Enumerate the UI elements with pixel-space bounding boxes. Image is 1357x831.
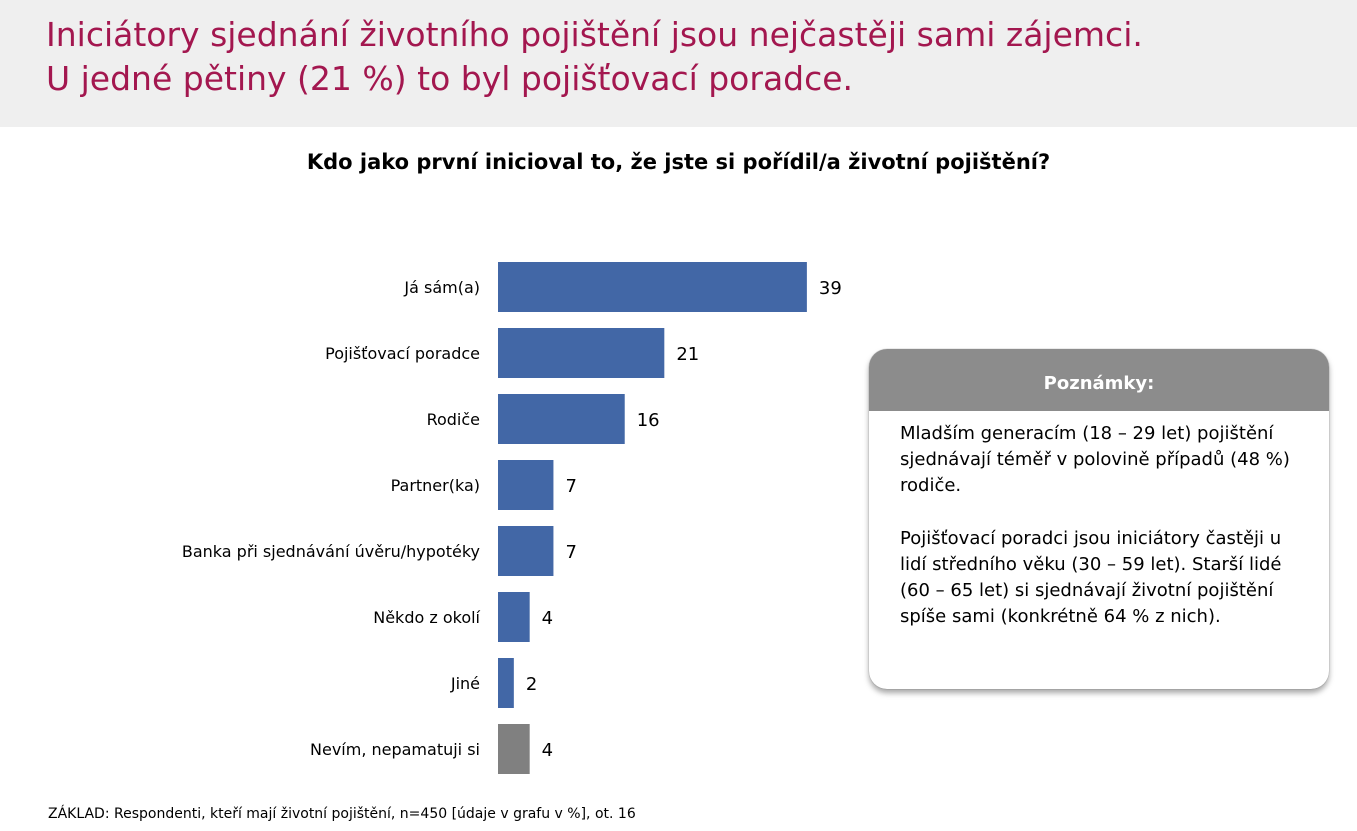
notes-body: Mladším generacím (18 – 29 let) pojištěn… xyxy=(869,411,1329,630)
category-label: Nevím, nepamatuji si xyxy=(310,740,480,759)
data-label: 4 xyxy=(542,740,553,761)
headline-line-1: Iniciátory sjednání životního pojištění … xyxy=(46,15,1143,54)
category-label: Banka při sjednávání úvěru/hypotéky xyxy=(182,542,480,561)
notes-panel: Poznámky: Mladším generacím (18 – 29 let… xyxy=(869,349,1329,689)
data-label: 2 xyxy=(526,674,537,695)
category-label: Rodiče xyxy=(427,410,480,429)
data-label: 39 xyxy=(819,278,842,299)
bar xyxy=(498,328,665,378)
bar xyxy=(498,592,530,642)
bar-chart: Já sám(a) 39 Pojišťovací poradce 21 Rodiče 16… xyxy=(182,262,842,774)
category-label: Někdo z okolí xyxy=(373,608,480,627)
bar xyxy=(498,658,514,708)
footnote: ZÁKLAD: Respondenti, kteří mají životní … xyxy=(48,806,636,822)
page-title: Iniciátory sjednání životního pojištění … xyxy=(46,13,1326,101)
bar xyxy=(498,262,807,312)
bar xyxy=(498,724,530,774)
data-label: 21 xyxy=(676,344,699,365)
notes-title: Poznámky: xyxy=(869,349,1329,411)
bar xyxy=(498,394,625,444)
data-label: 4 xyxy=(542,608,553,629)
data-label: 16 xyxy=(637,410,660,431)
data-label: 7 xyxy=(565,542,576,563)
data-label: 7 xyxy=(565,476,576,497)
notes-paragraph-1: Mladším generacím (18 – 29 let) pojištěn… xyxy=(900,423,1290,496)
category-label: Jiné xyxy=(450,674,480,693)
category-label: Pojišťovací poradce xyxy=(325,344,480,363)
category-label: Já sám(a) xyxy=(403,278,480,297)
bar xyxy=(498,526,554,576)
category-label: Partner(ka) xyxy=(391,476,480,495)
chart-title: Kdo jako první inicioval to, že jste si … xyxy=(306,150,1051,174)
header-band xyxy=(0,0,1357,127)
headline-line-2: U jedné pětiny (21 %) to byl pojišťovací… xyxy=(46,59,854,98)
notes-paragraph-2: Pojišťovací poradci jsou iniciátory čast… xyxy=(900,528,1282,627)
bar xyxy=(498,460,554,510)
